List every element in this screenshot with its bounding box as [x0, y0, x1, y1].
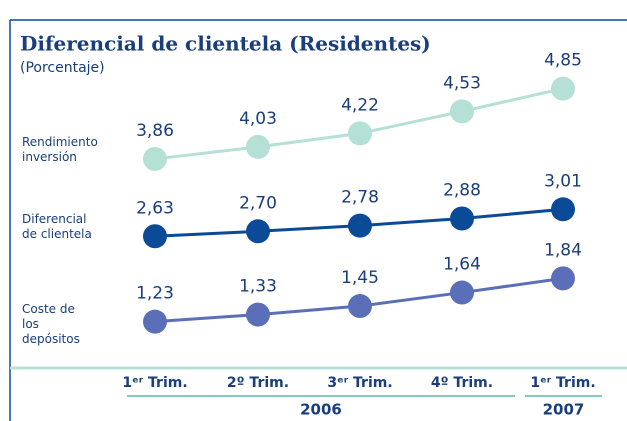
- value-label: 1,84: [544, 240, 582, 260]
- value-label: 4,03: [239, 109, 277, 129]
- series-label: Coste de los depósitos: [22, 302, 80, 346]
- marker: [246, 134, 270, 159]
- year-label: 2007: [543, 401, 585, 419]
- value-label: 2,78: [341, 188, 379, 208]
- value-label: 3,86: [136, 121, 174, 141]
- value-label: 1,23: [136, 284, 174, 304]
- x-tick-label: 2º Trim.: [227, 375, 289, 391]
- marker: [450, 206, 474, 231]
- value-label: 2,63: [136, 198, 174, 218]
- marker: [348, 294, 372, 319]
- series-label: Diferencial de clientela: [22, 212, 92, 241]
- marker: [143, 309, 167, 334]
- value-label: 2,70: [239, 193, 277, 213]
- marker: [246, 302, 270, 327]
- x-tick-label: 1ᵉʳ Trim.: [122, 375, 187, 391]
- x-tick-label: 3ᵉʳ Trim.: [327, 375, 392, 391]
- marker: [551, 197, 575, 222]
- marker: [450, 280, 474, 305]
- marker: [143, 146, 167, 171]
- year-label: 2006: [300, 401, 342, 419]
- marker: [348, 213, 372, 238]
- value-label: 1,33: [239, 277, 277, 297]
- value-label: 4,22: [341, 95, 379, 115]
- marker: [551, 76, 575, 101]
- marker: [551, 266, 575, 291]
- series-label: Rendimiento inversión: [22, 135, 98, 164]
- marker: [348, 121, 372, 146]
- x-tick-label: 1ᵉʳ Trim.: [530, 375, 595, 391]
- value-label: 4,53: [443, 73, 481, 93]
- marker: [143, 224, 167, 249]
- x-tick-label: 4º Trim.: [431, 375, 493, 391]
- value-label: 4,85: [544, 51, 582, 71]
- value-label: 2,88: [443, 181, 481, 201]
- marker: [450, 99, 474, 124]
- value-label: 1,64: [443, 255, 481, 275]
- value-label: 3,01: [544, 171, 582, 191]
- chart-subtitle: (Porcentaje): [20, 60, 105, 76]
- value-label: 1,45: [341, 268, 379, 288]
- chart-title: Diferencial de clientela (Residentes): [20, 32, 431, 56]
- marker: [246, 219, 270, 244]
